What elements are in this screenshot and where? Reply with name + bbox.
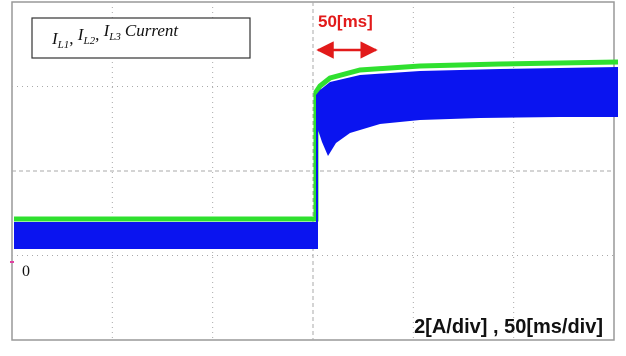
- legend-part: ,: [95, 25, 104, 44]
- legend-subscript: L1: [57, 39, 70, 51]
- legend-subscript: L2: [82, 35, 95, 47]
- scale-label: 2[A/div] , 50[ms/div]: [414, 316, 603, 338]
- interval-label: 50[ms]: [318, 12, 373, 31]
- zero-label: 0: [22, 263, 30, 280]
- legend-subscript: L3: [108, 31, 121, 43]
- scope-screen: IL1, IL2, IL3Current 50[ms] 0 2[A/div] ,…: [0, 0, 626, 356]
- legend-part: ,: [69, 29, 78, 48]
- legend-part: Current: [125, 21, 179, 40]
